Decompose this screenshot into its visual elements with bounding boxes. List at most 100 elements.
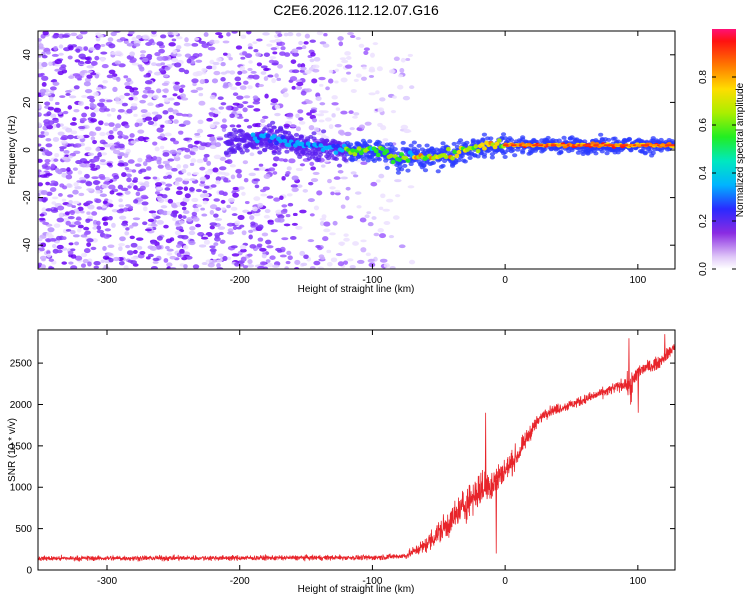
noise-speckle	[45, 239, 52, 243]
noise-speckle	[38, 103, 42, 109]
noise-speckle	[158, 209, 164, 215]
noise-speckle	[41, 55, 48, 59]
ridge-halo	[489, 155, 495, 160]
noise-speckle	[257, 265, 265, 269]
noise-speckle	[362, 66, 367, 70]
noise-speckle	[392, 215, 400, 220]
noise-speckle	[212, 121, 220, 125]
noise-speckle	[83, 231, 89, 236]
noise-speckle	[181, 257, 188, 261]
snr-y-tick: 1500	[10, 441, 675, 452]
noise-speckle	[136, 118, 144, 124]
noise-speckle	[183, 186, 189, 192]
noise-speckle	[250, 70, 257, 74]
noise-speckle	[66, 183, 72, 188]
noise-speckle	[160, 124, 165, 128]
noise-speckle	[338, 41, 344, 47]
ridge-halo	[481, 154, 488, 159]
noise-speckle	[117, 108, 125, 113]
noise-speckle	[240, 34, 247, 39]
noise-speckle	[215, 176, 222, 182]
noise-speckle	[102, 255, 110, 260]
noise-speckle	[370, 181, 378, 187]
noise-speckle	[273, 156, 280, 162]
noise-speckle	[230, 206, 238, 211]
noise-speckle	[198, 100, 206, 106]
noise-speckle	[299, 209, 307, 214]
noise-speckle	[107, 244, 115, 248]
noise-speckle	[341, 59, 349, 64]
noise-speckle	[169, 237, 175, 242]
noise-speckle	[94, 55, 100, 61]
noise-speckle	[101, 64, 109, 69]
noise-speckle	[310, 166, 316, 171]
noise-speckle	[156, 195, 163, 201]
noise-speckle	[99, 98, 106, 103]
noise-speckle	[263, 214, 271, 219]
noise-speckle	[163, 74, 169, 78]
ridge-halo	[376, 157, 382, 162]
noise-speckle	[199, 193, 206, 198]
noise-speckle	[171, 57, 178, 63]
noise-speckle	[370, 52, 375, 58]
noise-speckle	[384, 162, 390, 167]
noise-speckle	[174, 81, 180, 85]
noise-speckle	[242, 209, 250, 213]
noise-speckle	[142, 161, 148, 167]
noise-speckle	[147, 218, 155, 223]
noise-speckle	[247, 43, 253, 48]
noise-speckle	[213, 242, 219, 247]
noise-speckle	[143, 176, 151, 180]
noise-speckle	[72, 73, 81, 77]
noise-speckle	[51, 79, 58, 82]
noise-speckle	[80, 210, 85, 214]
ridge-halo	[311, 131, 317, 136]
ridge-halo	[316, 157, 322, 162]
noise-speckle	[170, 212, 177, 217]
noise-speckle	[378, 206, 384, 211]
noise-speckle	[309, 161, 315, 166]
ridge-halo	[440, 141, 446, 146]
noise-speckle	[213, 39, 220, 44]
noise-speckle	[137, 64, 143, 68]
noise-speckle	[176, 164, 182, 169]
ridge-cell	[450, 156, 455, 161]
ridge-halo	[598, 132, 604, 137]
noise-speckle	[231, 253, 240, 257]
noise-speckle	[94, 73, 100, 79]
heat-x-tick-label: -200	[230, 275, 250, 286]
ridge-cell	[356, 146, 362, 151]
colorbar: 0.0 0.2 0.4 0.6 0.8 Normalized spectral ampl…	[698, 29, 746, 276]
noise-speckle	[190, 89, 199, 93]
noise-speckle	[226, 222, 235, 227]
noise-speckle	[171, 38, 177, 42]
heat-x-tick-label: 100	[629, 275, 646, 286]
noise-speckle	[334, 189, 341, 193]
noise-speckle	[225, 105, 232, 111]
noise-speckle	[83, 248, 91, 254]
noise-speckle	[373, 232, 380, 237]
noise-speckle	[41, 61, 48, 68]
ridge-cell	[282, 138, 288, 144]
ridge-cell	[399, 152, 405, 157]
noise-speckle	[356, 259, 365, 264]
noise-speckle	[349, 264, 356, 269]
noise-speckle	[38, 158, 43, 163]
ridge-halo	[508, 138, 515, 143]
noise-speckle	[174, 181, 180, 187]
noise-speckle	[118, 243, 125, 247]
noise-speckle	[220, 102, 227, 106]
noise-speckle	[173, 156, 181, 162]
noise-speckle	[201, 213, 208, 217]
noise-speckle	[119, 236, 126, 242]
noise-speckle	[221, 118, 227, 123]
noise-speckle	[218, 190, 225, 196]
noise-speckle	[310, 52, 316, 57]
noise-speckle	[89, 103, 97, 109]
noise-speckle	[277, 41, 286, 47]
noise-speckle	[261, 232, 269, 237]
noise-speckle	[284, 52, 291, 57]
noise-speckle	[220, 71, 228, 75]
noise-speckle	[274, 38, 282, 43]
noise-speckle	[86, 188, 94, 192]
